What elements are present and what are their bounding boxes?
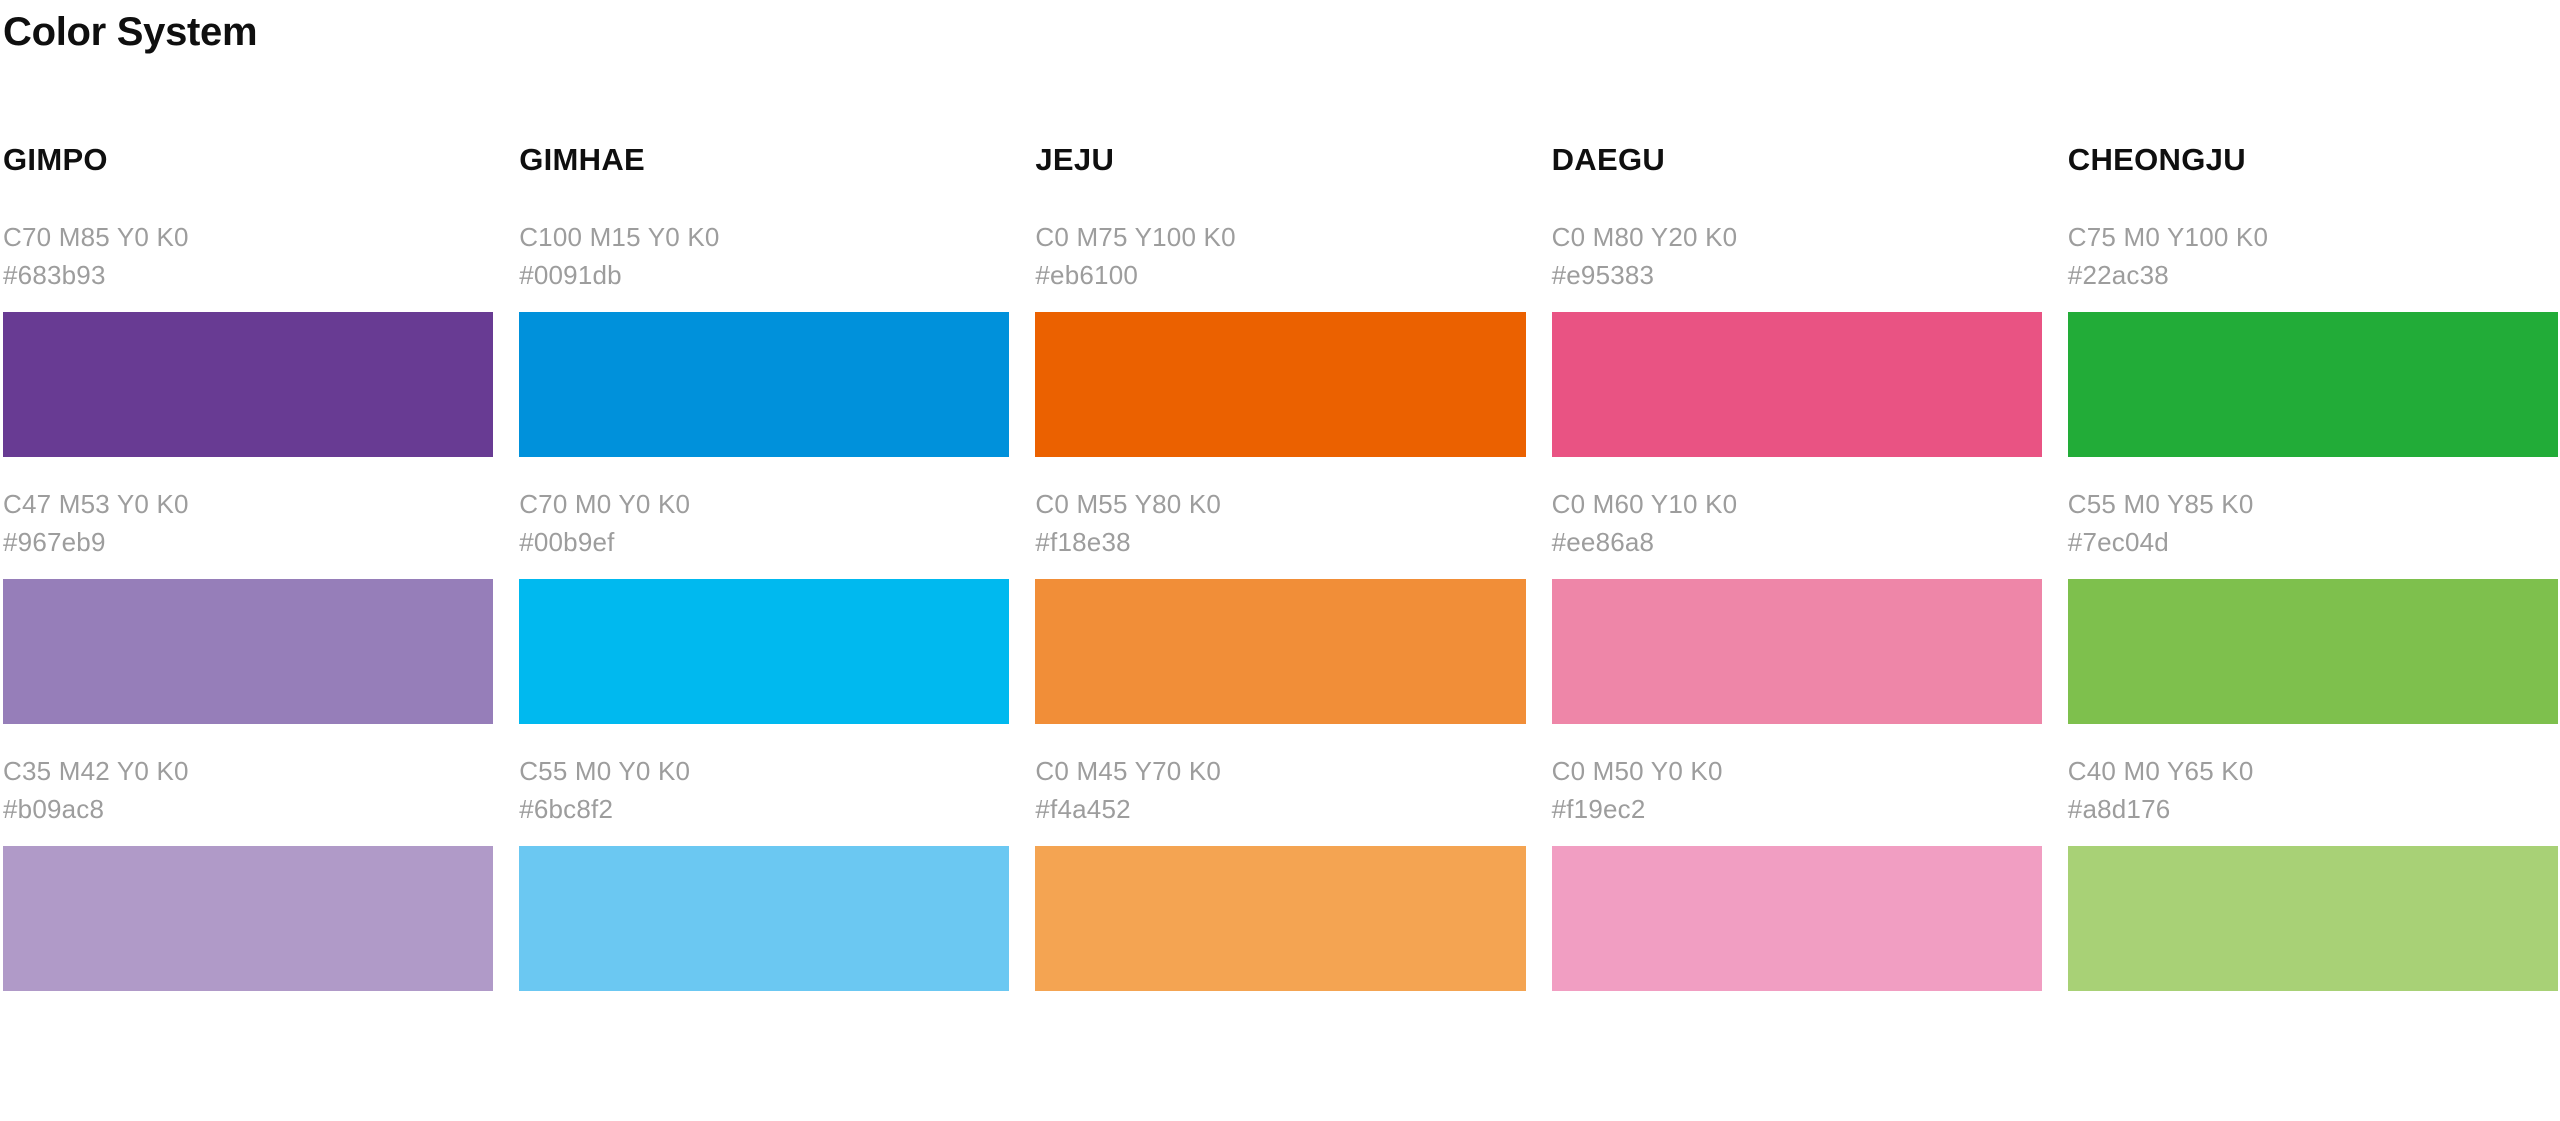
color-swatch [3, 312, 494, 457]
color-cmyk-value: C0 M80 Y20 K0 [1551, 222, 1738, 252]
color-entry: C55 M0 Y85 K0 #7ec04d [2067, 485, 2558, 724]
color-entry: C0 M75 Y100 K0 #eb6100 [1035, 218, 1526, 457]
color-hex-value: #e95383 [1551, 260, 1655, 290]
palette-group-title: GIMHAE [519, 142, 645, 177]
color-entry: C40 M0 Y65 K0 #a8d176 [2067, 752, 2558, 991]
color-hex-value: #22ac38 [2067, 260, 2169, 290]
page-title: Color System [3, 10, 258, 54]
color-cmyk-value: C55 M0 Y85 K0 [2067, 489, 2254, 519]
color-entry: C0 M55 Y80 K0 #f18e38 [1035, 485, 1526, 724]
color-labels: C0 M50 Y0 K0 #f19ec2 [1552, 752, 2042, 828]
color-swatch [1551, 846, 2042, 991]
color-entry: C47 M53 Y0 K0 #967eb9 [3, 485, 494, 724]
palette-group: DAEGU C0 M80 Y20 K0 #e95383 C0 M60 Y10 K… [1551, 142, 2042, 1019]
color-labels: C75 M0 Y100 K0 #22ac38 [2068, 218, 2558, 294]
palette-group-title: GIMPO [3, 142, 108, 177]
color-hex-value: #f19ec2 [1551, 794, 1646, 824]
color-cmyk-value: C40 M0 Y65 K0 [2067, 756, 2254, 786]
color-hex-value: #b09ac8 [3, 794, 105, 824]
color-cmyk-value: C35 M42 Y0 K0 [3, 756, 189, 786]
color-hex-value: #683b93 [3, 260, 106, 290]
color-hex-value: #eb6100 [1035, 260, 1139, 290]
palette-group-title: JEJU [1035, 142, 1115, 177]
color-hex-value: #ee86a8 [1551, 527, 1655, 557]
color-hex-value: #6bc8f2 [519, 794, 614, 824]
color-hex-value: #7ec04d [2067, 527, 2169, 557]
color-swatch [3, 846, 494, 991]
color-entry: C0 M50 Y0 K0 #f19ec2 [1551, 752, 2042, 991]
color-swatch [3, 579, 494, 724]
palette-group-title: DAEGU [1551, 142, 1666, 177]
color-hex-value: #0091db [519, 260, 622, 290]
color-cmyk-value: C0 M60 Y10 K0 [1551, 489, 1738, 519]
color-swatch [1551, 579, 2042, 724]
color-hex-value: #a8d176 [2067, 794, 2171, 824]
color-hex-value: #f18e38 [1035, 527, 1131, 557]
color-labels: C0 M55 Y80 K0 #f18e38 [1035, 485, 1525, 561]
color-entry: C0 M80 Y20 K0 #e95383 [1551, 218, 2042, 457]
color-labels: C35 M42 Y0 K0 #b09ac8 [3, 752, 493, 828]
palette-group: CHEONGJU C75 M0 Y100 K0 #22ac38 C55 M0 Y… [2067, 142, 2558, 1019]
color-labels: C70 M85 Y0 K0 #683b93 [3, 218, 493, 294]
color-labels: C0 M45 Y70 K0 #f4a452 [1035, 752, 1525, 828]
color-entry: C70 M85 Y0 K0 #683b93 [3, 218, 494, 457]
color-labels: C40 M0 Y65 K0 #a8d176 [2068, 752, 2558, 828]
color-cmyk-value: C0 M75 Y100 K0 [1035, 222, 1236, 252]
color-hex-value: #00b9ef [519, 527, 615, 557]
color-swatch [1035, 579, 1526, 724]
color-swatch [519, 579, 1010, 724]
color-hex-value: #f4a452 [1035, 794, 1131, 824]
color-swatch [2067, 579, 2558, 724]
color-swatch [1551, 312, 2042, 457]
color-swatch [519, 846, 1010, 991]
color-labels: C0 M75 Y100 K0 #eb6100 [1035, 218, 1525, 294]
color-swatch [519, 312, 1010, 457]
color-entry: C55 M0 Y0 K0 #6bc8f2 [519, 752, 1010, 991]
color-labels: C70 M0 Y0 K0 #00b9ef [519, 485, 1009, 561]
palette-group-title: CHEONGJU [2067, 142, 2246, 177]
color-entry: C100 M15 Y0 K0 #0091db [519, 218, 1010, 457]
color-cmyk-value: C55 M0 Y0 K0 [519, 756, 691, 786]
color-cmyk-value: C47 M53 Y0 K0 [3, 489, 189, 519]
color-labels: C0 M80 Y20 K0 #e95383 [1552, 218, 2042, 294]
color-labels: C100 M15 Y0 K0 #0091db [519, 218, 1009, 294]
color-labels: C0 M60 Y10 K0 #ee86a8 [1552, 485, 2042, 561]
color-cmyk-value: C75 M0 Y100 K0 [2067, 222, 2269, 252]
color-entry: C0 M45 Y70 K0 #f4a452 [1035, 752, 1526, 991]
palette-group: JEJU C0 M75 Y100 K0 #eb6100 C0 M55 Y80 K… [1035, 142, 1526, 1019]
color-swatch [2067, 312, 2558, 457]
palette-grid: GIMPO C70 M85 Y0 K0 #683b93 C47 M53 Y0 K… [3, 142, 2558, 1019]
color-swatch [1035, 846, 1526, 991]
color-labels: C55 M0 Y0 K0 #6bc8f2 [519, 752, 1009, 828]
color-cmyk-value: C100 M15 Y0 K0 [519, 222, 720, 252]
color-cmyk-value: C0 M50 Y0 K0 [1551, 756, 1723, 786]
color-labels: C47 M53 Y0 K0 #967eb9 [3, 485, 493, 561]
color-swatch [2067, 846, 2558, 991]
color-entry: C75 M0 Y100 K0 #22ac38 [2067, 218, 2558, 457]
color-cmyk-value: C70 M85 Y0 K0 [3, 222, 189, 252]
color-cmyk-value: C0 M45 Y70 K0 [1035, 756, 1222, 786]
palette-group: GIMHAE C100 M15 Y0 K0 #0091db C70 M0 Y0 … [519, 142, 1010, 1019]
color-swatch [1035, 312, 1526, 457]
color-labels: C55 M0 Y85 K0 #7ec04d [2068, 485, 2558, 561]
palette-group: GIMPO C70 M85 Y0 K0 #683b93 C47 M53 Y0 K… [3, 142, 494, 1019]
color-entry: C0 M60 Y10 K0 #ee86a8 [1551, 485, 2042, 724]
color-cmyk-value: C70 M0 Y0 K0 [519, 489, 691, 519]
color-hex-value: #967eb9 [3, 527, 106, 557]
color-entry: C70 M0 Y0 K0 #00b9ef [519, 485, 1010, 724]
color-entry: C35 M42 Y0 K0 #b09ac8 [3, 752, 494, 991]
color-cmyk-value: C0 M55 Y80 K0 [1035, 489, 1222, 519]
